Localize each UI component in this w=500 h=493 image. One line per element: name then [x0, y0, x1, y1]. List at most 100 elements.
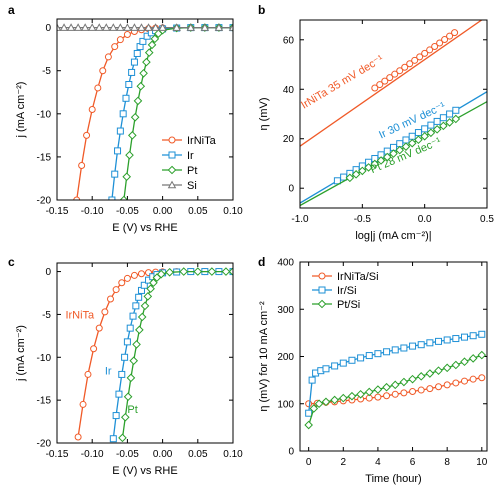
- data-point: [406, 60, 414, 68]
- data-point: [123, 338, 131, 346]
- x-axis-label-b: log|j (mA cm⁻²)|: [355, 230, 431, 242]
- data-point: [434, 366, 443, 375]
- data-point: [358, 166, 367, 176]
- y-tick-label-d: 200: [277, 352, 294, 363]
- y-tick-label-d: 400: [277, 258, 294, 269]
- data-point: [391, 390, 399, 398]
- data-point: [83, 131, 91, 139]
- data-point: [451, 360, 461, 370]
- data-point: [118, 279, 126, 287]
- data-point: [333, 177, 341, 185]
- data-point: [396, 140, 404, 148]
- panel-label-d: d: [258, 255, 265, 269]
- series-line: [111, 26, 233, 200]
- data-point: [417, 341, 425, 349]
- data-point: [144, 48, 154, 57]
- y-tick-label-a: -15: [37, 152, 52, 163]
- x-tick-label-d: 8: [444, 457, 450, 468]
- data-point: [322, 365, 330, 373]
- data-point: [149, 278, 158, 288]
- data-point: [122, 172, 132, 182]
- data-point: [112, 286, 120, 294]
- data-point: [137, 312, 147, 322]
- x-tick-label-c: 0.10: [223, 449, 243, 460]
- y-tick-label-b: 20: [283, 134, 295, 145]
- data-point: [427, 121, 435, 129]
- legend-marker: [318, 286, 326, 294]
- data-point: [478, 374, 486, 382]
- x-tick-label-b: 0.0: [418, 214, 432, 225]
- data-point: [396, 67, 404, 75]
- data-point: [90, 345, 98, 353]
- legend-marker: [168, 151, 176, 159]
- data-point: [432, 125, 442, 134]
- data-point: [408, 132, 416, 140]
- data-point: [107, 295, 115, 303]
- data-point: [116, 36, 124, 44]
- data-point: [165, 267, 174, 277]
- data-point: [207, 267, 217, 276]
- data-point: [411, 56, 419, 64]
- data-point: [119, 110, 127, 118]
- panel-c: c -0.15 -0.10 -0.05 0.00 0.05 0.10 0 -5 -10 -15 -20…: [8, 255, 243, 477]
- data-point: [391, 70, 399, 78]
- data-point: [401, 63, 409, 71]
- series-d-pt-si: [304, 350, 487, 430]
- data-point: [460, 377, 468, 385]
- data-point: [383, 392, 391, 400]
- data-point: [402, 136, 410, 144]
- annotation-b: IrNiTa 35 mV dec⁻¹: [299, 53, 386, 112]
- data-point: [364, 163, 373, 172]
- x-axis-label-c: E (V) vs RHE: [112, 465, 177, 477]
- x-tick-label-c: -0.05: [116, 449, 139, 460]
- data-point: [123, 274, 131, 282]
- data-point: [439, 114, 447, 122]
- data-point: [129, 356, 139, 366]
- x-tick-label-a: -0.10: [81, 206, 104, 217]
- data-point: [129, 312, 137, 320]
- data-point: [421, 49, 429, 57]
- y-tick-label-b: 60: [283, 35, 295, 46]
- data-point: [414, 129, 422, 137]
- panel-label-c: c: [8, 255, 15, 269]
- data-point: [383, 348, 391, 356]
- y-tick-label-c: -5: [42, 310, 51, 321]
- data-point: [172, 23, 181, 31]
- data-point: [365, 352, 373, 360]
- x-axis-label-a: E (V) vs RHE: [112, 222, 177, 234]
- data-point: [135, 293, 143, 301]
- x-tick-label-b: 0.5: [480, 214, 494, 225]
- series-line: [308, 354, 483, 426]
- data-point: [123, 392, 133, 402]
- legend-label: Si: [187, 180, 197, 192]
- data-point: [364, 387, 374, 397]
- data-point: [469, 375, 477, 383]
- plot-frame-a: [56, 18, 234, 201]
- legend-marker: [318, 272, 326, 280]
- data-point: [460, 357, 469, 367]
- data-point: [304, 420, 313, 430]
- data-point: [116, 127, 124, 135]
- plot-area-d: [304, 330, 487, 430]
- data-point: [193, 267, 203, 276]
- data-point: [74, 433, 82, 441]
- data-point: [416, 372, 426, 381]
- y-tick-label-a: -10: [37, 109, 52, 120]
- data-point: [122, 94, 130, 102]
- legend-marker: [167, 180, 177, 189]
- data-point: [130, 23, 139, 31]
- data-point: [382, 382, 391, 392]
- data-point: [101, 308, 109, 316]
- data-point: [150, 34, 160, 44]
- data-point: [420, 131, 429, 141]
- y-axis-label-d: η (mV) for 10 mA cm⁻²: [258, 301, 270, 412]
- y-axis-label-a: j (mA cm⁻²): [15, 82, 27, 139]
- x-tick-label-d: 2: [341, 457, 347, 468]
- data-point: [305, 400, 313, 408]
- data-point: [469, 332, 477, 340]
- data-point: [146, 284, 155, 294]
- legend-d: IrNiTa/Si Ir/Si Pt/Si: [312, 271, 379, 311]
- data-point: [99, 67, 107, 75]
- data-point: [446, 32, 454, 40]
